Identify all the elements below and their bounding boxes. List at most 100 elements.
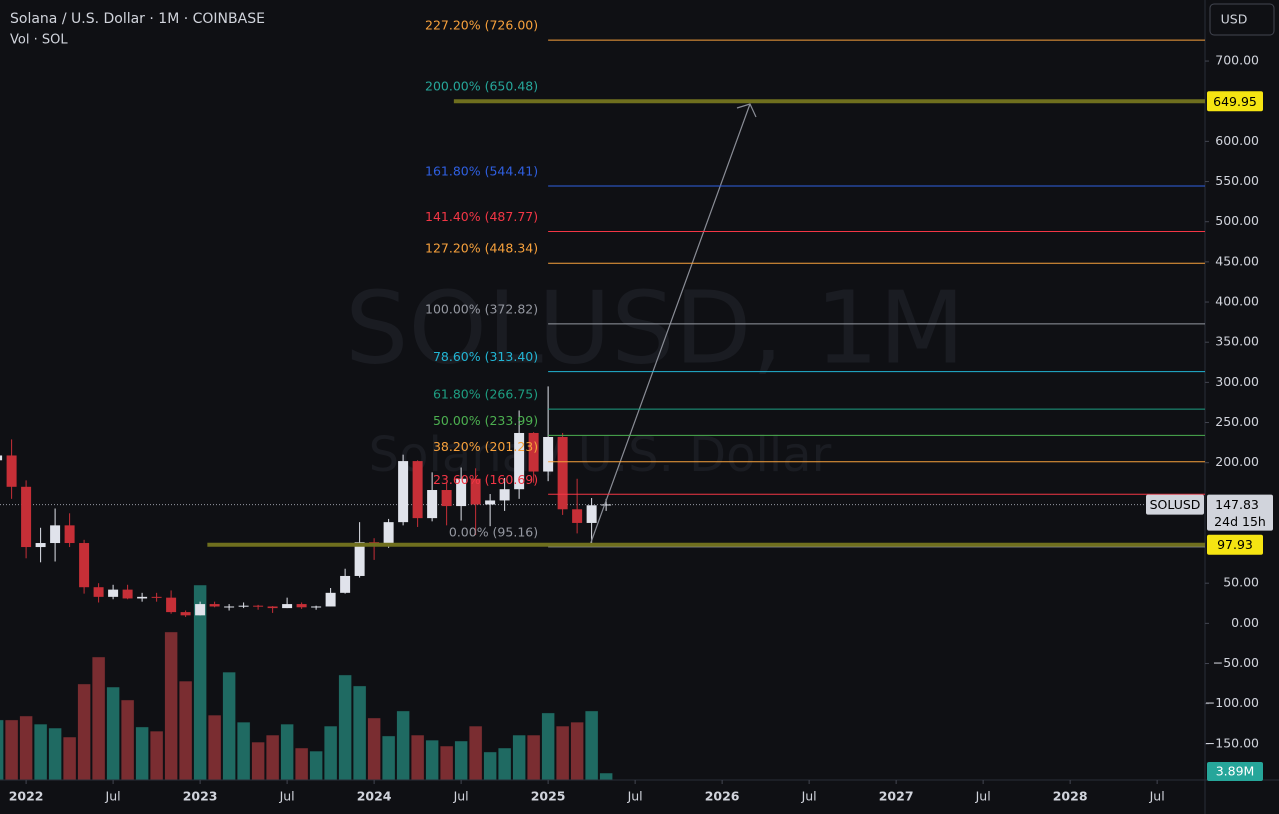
y-tick-label: 0.00: [1231, 615, 1259, 630]
volume-bar: [280, 723, 294, 780]
candle-body: [485, 500, 496, 505]
fib-label: 38.20% (201.23): [433, 439, 538, 454]
volume-bar: [425, 739, 439, 780]
currency-button[interactable]: [1209, 3, 1275, 36]
y-tick-label: 700.00: [1215, 53, 1259, 68]
candle-body: [499, 489, 510, 501]
volume-bar: [497, 747, 512, 780]
x-tick-label: 2022: [9, 789, 44, 804]
candle-body: [311, 606, 322, 608]
y-tick-label: 400.00: [1215, 294, 1259, 309]
y-tick-label: −50.00: [1213, 655, 1259, 670]
fib-label: 200.00% (650.48): [425, 78, 538, 93]
fib-label: 227.20% (726.00): [425, 18, 538, 33]
x-tick-label: 2024: [357, 789, 392, 804]
y-tick-label: −100.00: [1205, 695, 1259, 710]
volume-bar: [135, 726, 149, 780]
candle-body: [572, 509, 583, 523]
candle-body: [64, 525, 75, 544]
countdown-label: 24d 15h: [1214, 514, 1266, 529]
x-tick-label: Jul: [1149, 789, 1165, 804]
volume-bar: [381, 735, 396, 780]
candle-body: [282, 604, 293, 609]
volume-bar: [323, 725, 338, 780]
candle-body: [253, 605, 264, 607]
volume-bar: [570, 721, 584, 780]
watermark-name: Solana / U.S. Dollar: [369, 427, 832, 483]
volume-bar: [207, 714, 222, 780]
y-tick-label: 450.00: [1215, 253, 1259, 268]
y-tick-label: 250.00: [1215, 414, 1259, 429]
candle-body: [50, 525, 61, 544]
x-tick-label: 2028: [1053, 789, 1088, 804]
symbol-label: SOLUSD: [1150, 497, 1201, 512]
fib-label: 78.60% (313.40): [433, 349, 538, 364]
price-label: 649.95: [1213, 94, 1257, 109]
volume-bar: [439, 745, 454, 780]
fib-label: 0.00% (95.16): [449, 524, 538, 539]
volume-bar: [193, 584, 207, 780]
candle-body: [296, 604, 307, 608]
candle-body: [354, 542, 365, 576]
x-tick-label: Jul: [105, 789, 121, 804]
volume-bar: [164, 631, 178, 780]
volume-bar: [410, 734, 425, 780]
volume-bar: [236, 721, 251, 780]
arrow-head: [736, 103, 757, 118]
candle-body: [224, 606, 235, 608]
candle-body: [557, 436, 568, 510]
volume-bar: [0, 719, 4, 780]
volume-bar: [454, 740, 468, 780]
candle-body: [601, 504, 612, 506]
candle-body: [35, 543, 46, 548]
candle-body: [383, 522, 394, 544]
x-tick-label: 2023: [183, 789, 218, 804]
volume-bar: [251, 741, 265, 780]
y-tick-label: 300.00: [1215, 374, 1259, 389]
volume-bar: [4, 719, 19, 780]
last-price-bg: [1207, 494, 1273, 531]
price-label: 97.93: [1217, 537, 1253, 552]
fib-label: 161.80% (544.41): [425, 164, 538, 179]
volume-label: 3.89M: [1216, 764, 1255, 779]
y-tick-label: 500.00: [1215, 213, 1259, 228]
y-tick-label: 200.00: [1215, 454, 1259, 469]
x-tick-label: 2025: [531, 789, 566, 804]
volume-bar: [352, 685, 367, 780]
price-label-bg: [1207, 91, 1263, 112]
candle-body: [0, 455, 3, 461]
candle-body: [470, 478, 481, 505]
candle-body: [412, 461, 423, 519]
candle-body: [93, 587, 104, 597]
volume-bar: [294, 747, 309, 780]
volume-bar: [48, 727, 62, 780]
watermark-symbol: SOLUSD, 1M: [345, 269, 965, 386]
volume-bar: [468, 725, 483, 780]
currency-label[interactable]: USD: [1221, 12, 1248, 27]
volume-bar: [178, 680, 193, 780]
volume-bar: [483, 751, 497, 780]
volume-bar: [338, 674, 352, 780]
candle-body: [514, 432, 525, 490]
volume-bar: [555, 725, 570, 780]
x-tick-label: 2026: [705, 789, 740, 804]
x-tick-label: Jul: [801, 789, 817, 804]
y-tick-label: 600.00: [1215, 133, 1259, 148]
fib-label: 100.00% (372.82): [425, 301, 538, 316]
candle-body: [79, 543, 90, 588]
candle-body: [137, 596, 148, 599]
candle-body: [195, 604, 206, 616]
candle-body: [108, 589, 119, 597]
volume-bar: [512, 734, 526, 780]
fib-label: 127.20% (448.34): [425, 241, 538, 256]
fib-label: 61.80% (266.75): [433, 387, 538, 402]
volume-bar: [62, 736, 77, 780]
price-label-bg: [1207, 534, 1263, 555]
x-tick-label: Jul: [279, 789, 295, 804]
candle-body: [180, 612, 191, 616]
candle-body: [21, 486, 32, 548]
candle-body: [441, 490, 452, 507]
candle-body: [267, 606, 278, 609]
candle-body: [238, 605, 249, 607]
y-tick-label: 350.00: [1215, 334, 1259, 349]
